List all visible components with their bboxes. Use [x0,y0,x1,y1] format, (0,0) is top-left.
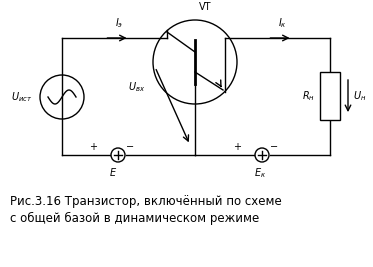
Text: $I_{к}$: $I_{к}$ [278,16,287,30]
Bar [320,72,340,120]
Text: VT: VT [199,2,211,12]
Text: −: − [126,142,134,152]
Text: −: − [270,142,278,152]
Text: $R_{н}$: $R_{н}$ [302,89,315,103]
Text: Рис.3.16 Транзистор, включённый по схеме
с общей базой в динамическом режиме: Рис.3.16 Транзистор, включённый по схеме… [10,195,282,225]
Text: $U_{н}$: $U_{н}$ [353,89,366,103]
Text: $U_{вх}$: $U_{вх}$ [128,80,145,94]
Text: +: + [233,142,241,152]
Text: E: E [110,168,116,178]
Text: $I_{э}$: $I_{э}$ [115,16,123,30]
Text: $E_{к}$: $E_{к}$ [254,166,266,180]
Text: $U_{ист}$: $U_{ист}$ [11,90,33,104]
Text: +: + [89,142,97,152]
